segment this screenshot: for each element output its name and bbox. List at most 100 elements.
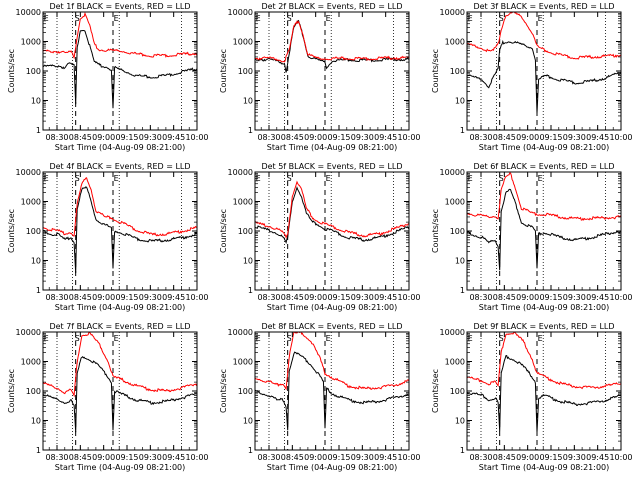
y-tick-label: 10000 — [228, 328, 253, 337]
marker-label: S — [287, 14, 292, 23]
x-tick-label: 09:45 — [586, 453, 609, 462]
plot-frame — [254, 171, 410, 291]
y-tick-label: 1000 — [445, 38, 465, 47]
events-series-line — [43, 30, 197, 109]
x-tick-label: 08:30 — [469, 453, 492, 462]
lld-series-line — [255, 332, 409, 391]
x-tick-label: 10:00 — [609, 293, 632, 302]
y-tick-label: 1 — [248, 126, 253, 135]
marker-label: S — [75, 334, 80, 343]
y-tick-label: 1000 — [233, 358, 253, 367]
x-axis-label: Start Time (04-Aug-09 08:21:00) — [479, 143, 610, 152]
panel-title: Det 2f BLACK = Events, RED = LLD — [261, 2, 402, 11]
x-tick-label: 09:00 — [92, 453, 115, 462]
y-tick-label: 100 — [238, 387, 253, 396]
plot-frame — [466, 171, 622, 291]
y-tick-label: 10 — [455, 97, 465, 106]
x-tick-label: 09:15 — [539, 453, 562, 462]
x-tick-label: 09:15 — [327, 293, 350, 302]
x-tick-label: 09:45 — [586, 293, 609, 302]
marker-label: E — [468, 334, 473, 343]
marker-label: E — [44, 334, 49, 343]
x-tick-label: 09:30 — [351, 453, 374, 462]
lld-series-line — [43, 332, 197, 398]
x-tick-label: 09:45 — [162, 293, 185, 302]
y-axis-label: Counts/sec — [431, 49, 440, 93]
x-tick-label: 09:45 — [162, 453, 185, 462]
x-tick-label: 08:45 — [281, 453, 304, 462]
x-tick-label: 09:30 — [139, 133, 162, 142]
y-tick-label: 10 — [243, 257, 253, 266]
y-axis-label: Counts/sec — [219, 369, 228, 413]
lld-series-line — [467, 12, 621, 60]
y-tick-label: 1000 — [21, 358, 41, 367]
marker-label: E — [256, 174, 261, 183]
events-series-line — [255, 186, 409, 245]
x-axis-label: Start Time (04-Aug-09 08:21:00) — [55, 303, 186, 312]
y-tick-label: 1 — [460, 446, 465, 455]
y-tick-label: 1000 — [233, 198, 253, 207]
plot-frame — [466, 331, 622, 451]
marker-label: E — [538, 174, 543, 183]
y-tick-label: 10 — [243, 97, 253, 106]
x-tick-label: 08:30 — [45, 293, 68, 302]
y-tick-label: 1000 — [21, 38, 41, 47]
x-tick-label: 09:15 — [327, 453, 350, 462]
marker-label: E — [538, 14, 543, 23]
y-tick-label: 10000 — [16, 168, 41, 177]
panel-title: Det 3f BLACK = Events, RED = LLD — [473, 2, 614, 11]
events-series-line — [43, 186, 197, 274]
x-tick-label: 09:30 — [563, 293, 586, 302]
y-tick-label: 100 — [450, 227, 465, 236]
panel-title: Det 9f BLACK = Events, RED = LLD — [473, 322, 614, 331]
x-tick-label: 08:30 — [45, 453, 68, 462]
panel-title: Det 7f BLACK = Events, RED = LLD — [49, 322, 190, 331]
x-tick-label: 09:15 — [539, 293, 562, 302]
x-tick-label: 09:30 — [563, 133, 586, 142]
plot-frame — [466, 11, 622, 131]
events-series-line — [255, 19, 409, 73]
x-axis-label: Start Time (04-Aug-09 08:21:00) — [267, 463, 398, 472]
y-tick-label: 1000 — [445, 198, 465, 207]
y-tick-label: 10000 — [16, 328, 41, 337]
marker-label: E — [468, 14, 473, 23]
x-tick-label: 08:30 — [257, 453, 280, 462]
marker-label: E — [114, 334, 119, 343]
plot-frame — [42, 11, 198, 131]
marker-label: S — [499, 14, 504, 23]
x-tick-label: 10:00 — [609, 133, 632, 142]
x-tick-label: 08:30 — [257, 293, 280, 302]
x-tick-label: 09:30 — [139, 293, 162, 302]
x-tick-label: 08:45 — [69, 293, 92, 302]
y-axis-label: Counts/sec — [431, 369, 440, 413]
y-tick-label: 10000 — [228, 168, 253, 177]
x-tick-label: 10:00 — [185, 453, 208, 462]
x-tick-label: 10:00 — [185, 133, 208, 142]
marker-label: S — [75, 14, 80, 23]
x-tick-label: 09:15 — [115, 453, 138, 462]
y-axis-label: Counts/sec — [219, 49, 228, 93]
x-tick-label: 09:00 — [304, 293, 327, 302]
x-axis-label: Start Time (04-Aug-09 08:21:00) — [479, 463, 610, 472]
marker-label: E — [326, 174, 331, 183]
marker-label: S — [287, 334, 292, 343]
marker-label: E — [44, 174, 49, 183]
events-series-line — [467, 39, 621, 114]
x-tick-label: 08:45 — [281, 293, 304, 302]
y-tick-label: 1000 — [233, 38, 253, 47]
x-tick-label: 10:00 — [397, 453, 420, 462]
x-tick-label: 09:45 — [374, 453, 397, 462]
x-tick-label: 08:45 — [69, 133, 92, 142]
y-tick-label: 100 — [26, 67, 41, 76]
x-axis-label: Start Time (04-Aug-09 08:21:00) — [55, 143, 186, 152]
x-tick-label: 09:45 — [374, 293, 397, 302]
x-tick-label: 10:00 — [397, 293, 420, 302]
y-tick-label: 100 — [26, 227, 41, 236]
y-tick-label: 100 — [238, 227, 253, 236]
y-tick-label: 1 — [248, 286, 253, 295]
lld-series-line — [255, 180, 409, 239]
x-tick-label: 09:15 — [539, 133, 562, 142]
